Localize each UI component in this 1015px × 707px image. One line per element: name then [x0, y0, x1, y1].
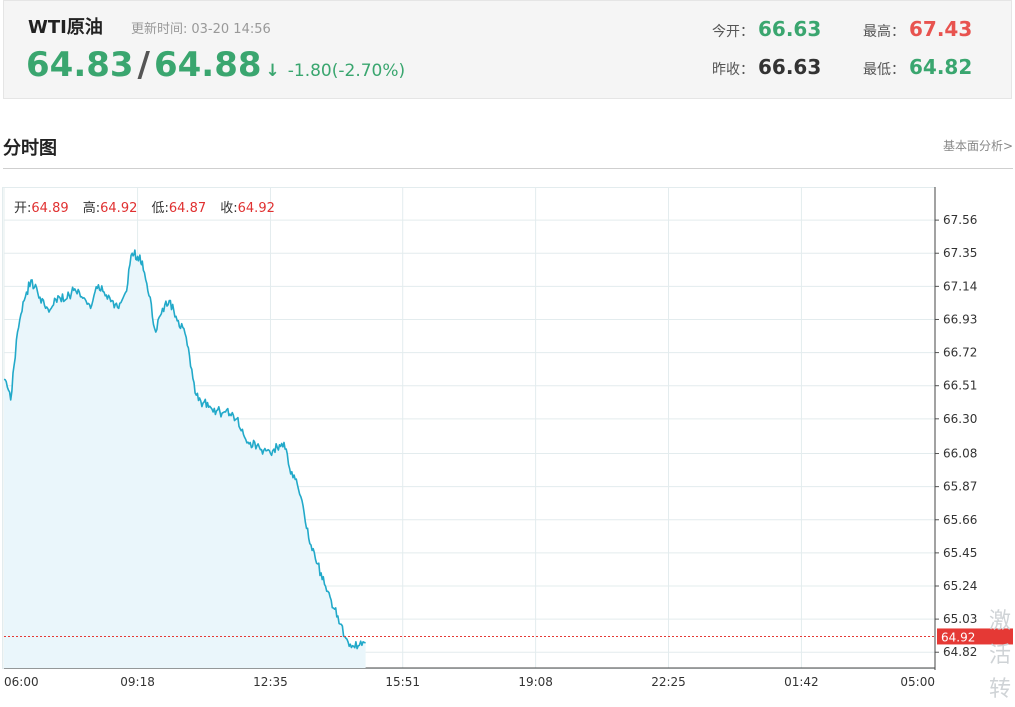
stat-open: 今开： 66.63	[712, 17, 821, 41]
x-tick-label: 06:00	[4, 675, 39, 689]
ohlc-low-value: 64.87	[168, 201, 207, 216]
update-time: 更新时间: 03-20 14:56	[131, 18, 271, 37]
ohlc-open-label: 开:	[14, 201, 32, 216]
open-value: 66.63	[758, 17, 822, 41]
stat-prev-close: 昨收： 66.63	[712, 55, 821, 79]
bid-price: 64.83	[26, 45, 134, 85]
stat-high: 最高： 67.43	[863, 17, 972, 41]
ohlc-close-value: 64.92	[237, 201, 275, 216]
y-tick-label: 65.66	[943, 513, 977, 527]
stat-low: 最低： 64.82	[863, 55, 972, 79]
x-tick-label: 19:08	[518, 675, 553, 689]
price-line-series	[3, 249, 366, 650]
y-tick-label: 66.72	[943, 346, 977, 360]
y-tick-label: 66.93	[943, 312, 977, 326]
x-tick-label: 22:25	[651, 675, 686, 689]
current-price-label: 64.92	[941, 630, 975, 644]
ohlc-high-label: 高:	[82, 201, 101, 216]
x-tick-label: 12:35	[253, 675, 288, 689]
ohlc-high-value: 64.92	[100, 201, 138, 216]
section-title: 分时图	[3, 138, 57, 159]
intraday-chart-svg: 67.56 67.35 67.14 66.93 66.72 66.51 66.30 66.08…	[2, 187, 1013, 689]
x-tick-label: 09:18	[120, 675, 155, 689]
price-area-fill	[4, 250, 366, 668]
y-tick-label: 65.03	[943, 612, 977, 626]
y-tick-label: 64.82	[943, 645, 977, 659]
update-time-value: 03-20 14:56	[191, 22, 271, 37]
ohlc-open-value: 64.89	[31, 201, 69, 216]
intraday-chart[interactable]: 67.56 67.35 67.14 66.93 66.72 66.51 66.30 66.08…	[2, 187, 1015, 702]
low-value: 64.82	[909, 55, 973, 79]
y-tick-label: 65.24	[943, 579, 977, 593]
current-price-tag	[937, 628, 1013, 645]
low-label: 最低：	[863, 62, 905, 78]
y-tick-label: 65.45	[943, 546, 977, 560]
arrow-down-icon: ↓	[265, 61, 280, 81]
prev-close-label: 昨收：	[712, 62, 754, 78]
ohlc-low-label: 低:	[151, 201, 169, 216]
x-tick-label: 15:51	[385, 675, 420, 689]
price-separator: /	[137, 45, 150, 85]
prev-close-value: 66.63	[758, 55, 822, 79]
open-label: 今开：	[712, 24, 754, 40]
quote-header: WTI原油 更新时间: 03-20 14:56 64.83/64.88 ↓ -1.80…	[3, 0, 1012, 99]
high-value: 67.43	[909, 17, 973, 41]
x-tick-label: 05:00	[900, 675, 935, 689]
activation-watermark: 激活转	[989, 609, 1012, 702]
update-label: 更新时间:	[131, 22, 188, 37]
x-tick-label: 01:42	[784, 675, 819, 689]
y-tick-label: 65.87	[943, 480, 977, 494]
fundamental-analysis-link[interactable]: 基本面分析>	[942, 139, 1013, 153]
y-tick-label: 66.08	[943, 447, 977, 461]
y-tick-label: 66.30	[943, 412, 977, 426]
instrument-title: WTI原油	[28, 17, 103, 38]
ask-price: 64.88	[153, 45, 262, 85]
ohlc-legend: 开:64.89 高:64.92 低:64.87 收:64.92	[14, 197, 275, 216]
y-tick-label: 67.35	[943, 246, 977, 260]
section-divider	[3, 168, 1013, 169]
high-label: 最高：	[863, 24, 905, 40]
ohlc-close-label: 收:	[220, 201, 238, 216]
price-line: 64.83/64.88 ↓ -1.80(-2.70%)	[26, 45, 405, 89]
y-tick-label: 67.14	[943, 279, 977, 293]
price-change: -1.80(-2.70%)	[287, 61, 406, 81]
y-tick-label: 67.56	[943, 213, 977, 227]
y-tick-label: 66.51	[943, 379, 977, 393]
